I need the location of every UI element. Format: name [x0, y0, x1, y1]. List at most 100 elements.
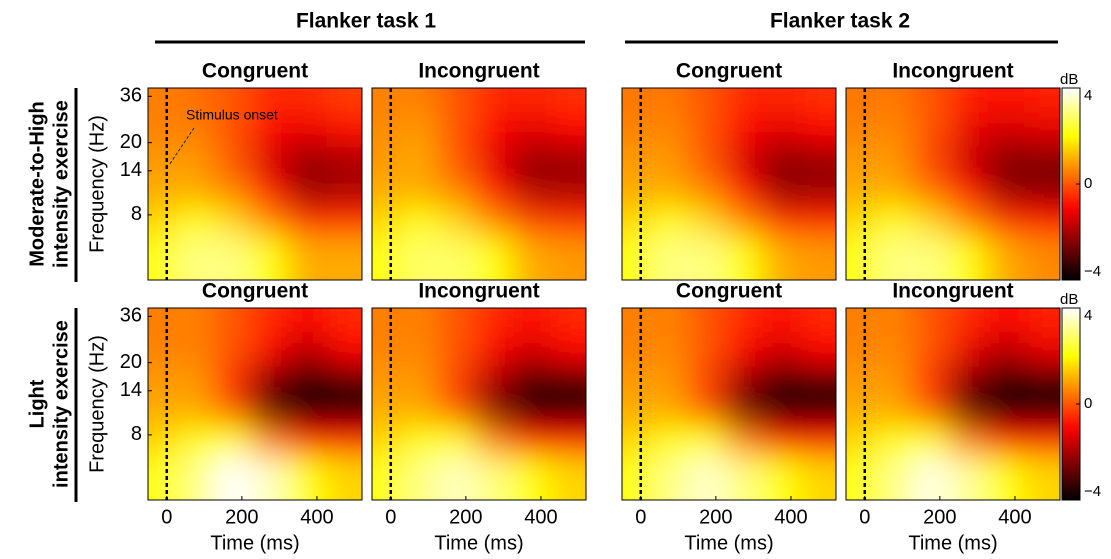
cell: [949, 424, 988, 457]
cell: [213, 364, 252, 396]
cell: [372, 424, 401, 457]
cell: [400, 88, 439, 113]
cell: [800, 364, 836, 396]
cell: [400, 112, 439, 145]
panel-frame: [147, 307, 363, 501]
x-tick-label: 200: [225, 506, 258, 528]
cell: [687, 308, 726, 333]
cells: [846, 308, 1060, 500]
cell: [650, 424, 689, 457]
cell: [1024, 455, 1060, 500]
cell: [475, 455, 514, 500]
panel-title: Incongruent: [418, 60, 539, 83]
cell: [550, 308, 586, 333]
cell: [687, 144, 726, 176]
y-tick-label: 8: [131, 203, 142, 225]
cells: [148, 308, 362, 500]
cell: [176, 424, 215, 457]
cell: [1024, 424, 1060, 457]
cell: [986, 394, 1025, 426]
cell: [762, 235, 801, 280]
cell: [372, 88, 401, 113]
x-axis-label: Time (ms): [908, 532, 997, 554]
cells: [148, 88, 362, 280]
cell: [874, 308, 913, 333]
cell: [1024, 394, 1060, 426]
cell: [512, 144, 551, 176]
cell: [213, 332, 252, 365]
x-axis-label: Time (ms): [210, 532, 299, 554]
cell: [437, 455, 476, 500]
cell: [762, 308, 801, 333]
cell: [650, 88, 689, 113]
cell: [512, 308, 551, 333]
cell: [800, 174, 836, 206]
cell: [725, 112, 764, 145]
cell: [213, 174, 252, 206]
cell: [437, 364, 476, 396]
y-tick-label: 14: [120, 159, 142, 181]
cell: [650, 308, 689, 333]
cell: [475, 308, 514, 333]
cell: [1024, 332, 1060, 365]
cell: [326, 332, 362, 365]
cell: [550, 144, 586, 176]
cell: [949, 112, 988, 145]
cell: [650, 364, 689, 396]
group-title: Flanker task 1: [296, 10, 436, 33]
cell: [475, 235, 514, 280]
cell: [622, 235, 651, 280]
cell: [372, 112, 401, 145]
cell: [512, 394, 551, 426]
cell: [622, 88, 651, 113]
cell: [762, 332, 801, 365]
y-tick-label: 36: [120, 85, 142, 107]
cell: [550, 88, 586, 113]
cell: [326, 235, 362, 280]
cell: [874, 144, 913, 176]
cell: [622, 112, 651, 145]
heatmap: [622, 308, 836, 500]
cell: [762, 174, 801, 206]
x-tick-label: 400: [774, 506, 807, 528]
row-label: intensity exercise: [50, 320, 72, 488]
cell: [687, 174, 726, 206]
cell: [213, 394, 252, 426]
cells: [622, 308, 836, 500]
cell: [725, 144, 764, 176]
row-label: intensity exercise: [50, 100, 72, 268]
cell: [475, 394, 514, 426]
heatmap: [622, 88, 836, 280]
cell: [687, 364, 726, 396]
cell: [400, 394, 439, 426]
y-tick-label: 20: [120, 131, 142, 153]
cell: [475, 174, 514, 206]
cell: [176, 364, 215, 396]
x-tick-label: 200: [923, 506, 956, 528]
cell: [251, 88, 290, 113]
cell: [762, 455, 801, 500]
cell: [550, 112, 586, 145]
cell: [622, 424, 651, 457]
colorbar-tick-label: 4: [1084, 307, 1092, 324]
cell: [622, 308, 651, 333]
cell: [650, 112, 689, 145]
cell: [762, 364, 801, 396]
cell: [213, 144, 252, 176]
cell: [949, 204, 988, 237]
cell: [800, 144, 836, 176]
panel-frame: [621, 87, 837, 281]
heatmap: [372, 308, 586, 500]
cell: [372, 455, 401, 500]
cell: [762, 144, 801, 176]
cell: [437, 235, 476, 280]
x-axis-label: Time (ms): [434, 532, 523, 554]
cell: [251, 455, 290, 500]
cell: [874, 112, 913, 145]
cell: [949, 174, 988, 206]
cells: [622, 88, 836, 280]
cell: [622, 332, 651, 365]
cell: [846, 455, 875, 500]
cell: [213, 308, 252, 333]
row-label: Moderate-to-High: [26, 101, 48, 267]
